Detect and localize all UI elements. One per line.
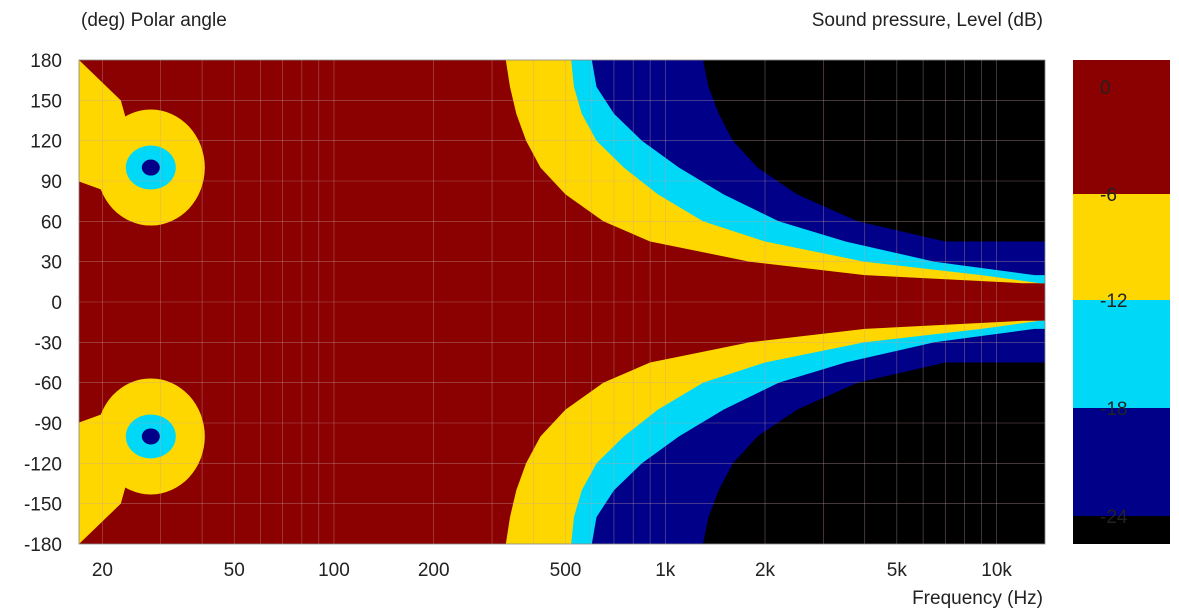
y-tick-label: 60 bbox=[41, 212, 62, 233]
y-tick-label: 180 bbox=[30, 51, 62, 72]
colorbar: 0 -6 -12 -18 -24 bbox=[1073, 60, 1170, 544]
colorbar-swatch bbox=[1073, 516, 1170, 544]
x-axis-ticks: 20 50 100 200 500 1k 2k 5k 10k bbox=[92, 560, 1013, 581]
colorbar-label: -24 bbox=[1100, 507, 1128, 528]
colorbar-swatch bbox=[1073, 408, 1170, 516]
null-center-2 bbox=[141, 428, 160, 445]
x-tick-label: 50 bbox=[224, 560, 245, 581]
x-tick-label: 20 bbox=[92, 560, 113, 581]
colorbar-label: 0 bbox=[1100, 78, 1111, 99]
colorbar-swatch bbox=[1073, 194, 1170, 300]
y-tick-label: -180 bbox=[24, 535, 62, 556]
colorbar-swatch bbox=[1073, 60, 1170, 194]
y-axis-ticks: 180 150 120 90 60 30 0 -30 -60 -90 -120 -150 -180 bbox=[24, 51, 62, 556]
y-tick-label: 0 bbox=[51, 293, 62, 314]
x-axis-title: Frequency (Hz) bbox=[912, 588, 1043, 609]
x-tick-label: 500 bbox=[550, 560, 582, 581]
y-tick-label: -120 bbox=[24, 454, 62, 475]
y-tick-label: 150 bbox=[30, 91, 62, 112]
y-tick-label: 120 bbox=[30, 132, 62, 153]
y-tick-label: 30 bbox=[41, 253, 62, 274]
x-tick-label: 100 bbox=[318, 560, 350, 581]
colorbar-label: -12 bbox=[1100, 291, 1127, 312]
plot-frame bbox=[78, 59, 1046, 545]
y-tick-label: 90 bbox=[41, 172, 62, 193]
null-center-1 bbox=[141, 159, 160, 176]
y-tick-label: -60 bbox=[35, 374, 62, 395]
y-axis-title: (deg) Polar angle bbox=[81, 10, 227, 31]
colorbar-label: -18 bbox=[1100, 399, 1127, 420]
colorbar-label: -6 bbox=[1100, 185, 1117, 206]
x-tick-label: 10k bbox=[981, 560, 1012, 581]
colorbar-swatch bbox=[1073, 300, 1170, 408]
contour-region--24-lower bbox=[703, 362, 1045, 544]
grid-lines bbox=[79, 60, 1045, 544]
x-tick-label: 200 bbox=[418, 560, 450, 581]
y-tick-label: -90 bbox=[35, 414, 62, 435]
colorbar-title: Sound pressure, Level (dB) bbox=[811, 10, 1043, 31]
x-tick-label: 5k bbox=[887, 560, 908, 581]
y-tick-label: -30 bbox=[35, 333, 62, 354]
contour-region--24-upper bbox=[703, 60, 1045, 242]
x-tick-label: 1k bbox=[655, 560, 676, 581]
x-tick-label: 2k bbox=[755, 560, 776, 581]
y-tick-label: -150 bbox=[24, 495, 62, 516]
